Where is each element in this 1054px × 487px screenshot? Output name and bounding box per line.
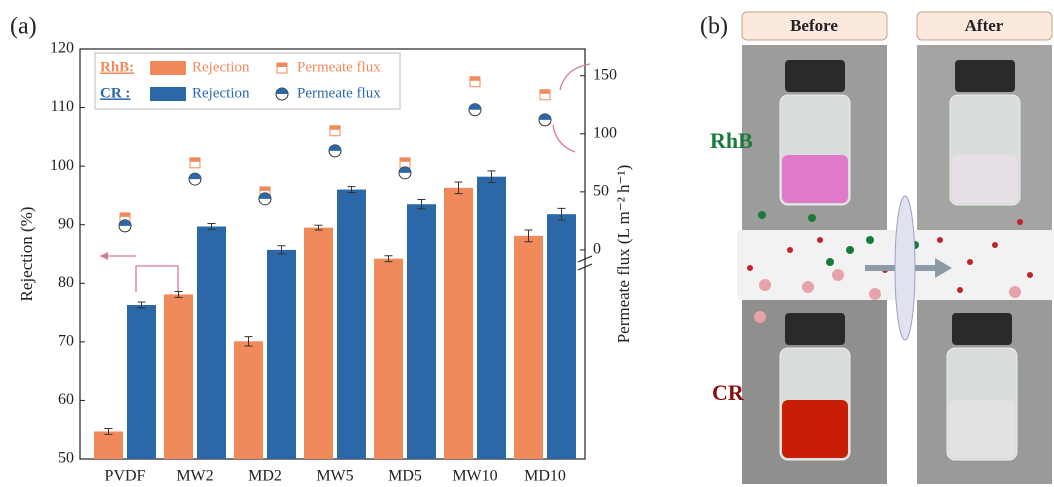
bar — [444, 188, 473, 459]
bar — [547, 214, 576, 459]
vial-cap — [955, 60, 1015, 92]
y2-tick-label: 150 — [593, 66, 617, 83]
flux-marker — [119, 220, 131, 232]
before-label: Before — [790, 16, 838, 35]
y-tick-label: 70 — [58, 333, 74, 350]
bar — [94, 431, 123, 459]
legend-swatch — [150, 87, 186, 101]
flux-marker — [399, 167, 411, 179]
photo-panel: (b) Before After — [700, 12, 1054, 484]
marker-fill — [469, 104, 481, 110]
y-axis-label: Rejection (%) — [17, 207, 36, 302]
x-tick-label: MW10 — [452, 468, 497, 485]
y-tick-label: 50 — [58, 450, 74, 467]
legend-label: Rejection — [192, 59, 250, 75]
y-tick-label: 110 — [51, 98, 74, 115]
flux-marker — [469, 104, 481, 116]
vial-cap — [952, 313, 1012, 345]
bar — [374, 259, 403, 459]
y-tick-label: 120 — [50, 40, 74, 57]
marker-fill — [277, 63, 287, 67]
y2-tick-label: 100 — [593, 124, 617, 141]
bar — [164, 294, 193, 459]
legend-label: Permeate flux — [297, 85, 381, 101]
marker-fill — [330, 126, 340, 130]
bar — [337, 190, 366, 459]
flux-marker — [259, 193, 271, 205]
panel-label: (b) — [700, 14, 728, 40]
y-tick-label: 90 — [58, 215, 74, 232]
flux-marker — [470, 77, 480, 87]
marker-fill — [540, 90, 550, 94]
legend-label: Permeate flux — [297, 59, 381, 75]
x-tick-label: MD10 — [524, 468, 566, 485]
x-tick-label: MD5 — [388, 468, 422, 485]
y2-tick-label: 0 — [593, 241, 601, 258]
rhb-label: RhB — [710, 128, 753, 153]
y-tick-label: 100 — [50, 157, 74, 174]
after-label: After — [965, 16, 1004, 35]
bar — [304, 228, 333, 459]
bar — [234, 341, 263, 459]
flux-marker — [277, 63, 287, 73]
clear-solution — [949, 400, 1015, 458]
legend-swatch — [150, 61, 186, 75]
arrow-head — [100, 252, 108, 260]
legend-label: Rejection — [192, 85, 250, 101]
y2-axis-label: Permeate flux (L m⁻² h⁻¹) — [614, 165, 633, 344]
bar — [267, 250, 296, 459]
membrane — [895, 196, 915, 340]
marker-fill — [260, 187, 270, 191]
flux-marker — [190, 158, 200, 168]
x-tick-label: MW2 — [176, 468, 213, 485]
marker-fill — [189, 173, 201, 179]
flux-marker — [276, 88, 288, 100]
dye-solution — [782, 155, 848, 203]
flux-marker — [330, 126, 340, 136]
marker-fill — [329, 145, 341, 151]
figure: (a) Rejection (%) Permeate flux (L m⁻² h… — [0, 0, 1054, 487]
flux-marker — [329, 145, 341, 157]
flux-marker — [189, 173, 201, 185]
bar — [407, 204, 436, 459]
marker-fill — [470, 77, 480, 81]
cr-label: CR — [712, 380, 745, 405]
x-tick-label: MW5 — [316, 468, 353, 485]
flux-marker — [540, 90, 550, 100]
y2-tick-label: 50 — [593, 183, 609, 200]
legend-group-label: RhB: — [100, 59, 134, 75]
vial-cap — [785, 313, 845, 345]
dye-solution — [782, 400, 848, 458]
arrow — [100, 256, 178, 292]
flux-marker — [539, 114, 551, 126]
y-tick-label: 80 — [58, 274, 74, 291]
y-tick-label: 60 — [58, 391, 74, 408]
arrow — [553, 125, 575, 152]
bar — [514, 236, 543, 459]
marker-fill — [190, 158, 200, 162]
marker-fill — [539, 114, 551, 120]
legend-group-label: CR : — [100, 85, 130, 101]
clear-solution — [952, 155, 1018, 203]
panel-label: (a) — [10, 14, 37, 40]
x-tick-label: PVDF — [105, 468, 146, 485]
bar — [197, 226, 226, 459]
bar — [477, 177, 506, 459]
x-tick-label: MD2 — [248, 468, 282, 485]
marker-fill — [400, 158, 410, 162]
vial-cap — [785, 60, 845, 92]
bar — [127, 305, 156, 459]
marker-fill — [120, 213, 130, 217]
